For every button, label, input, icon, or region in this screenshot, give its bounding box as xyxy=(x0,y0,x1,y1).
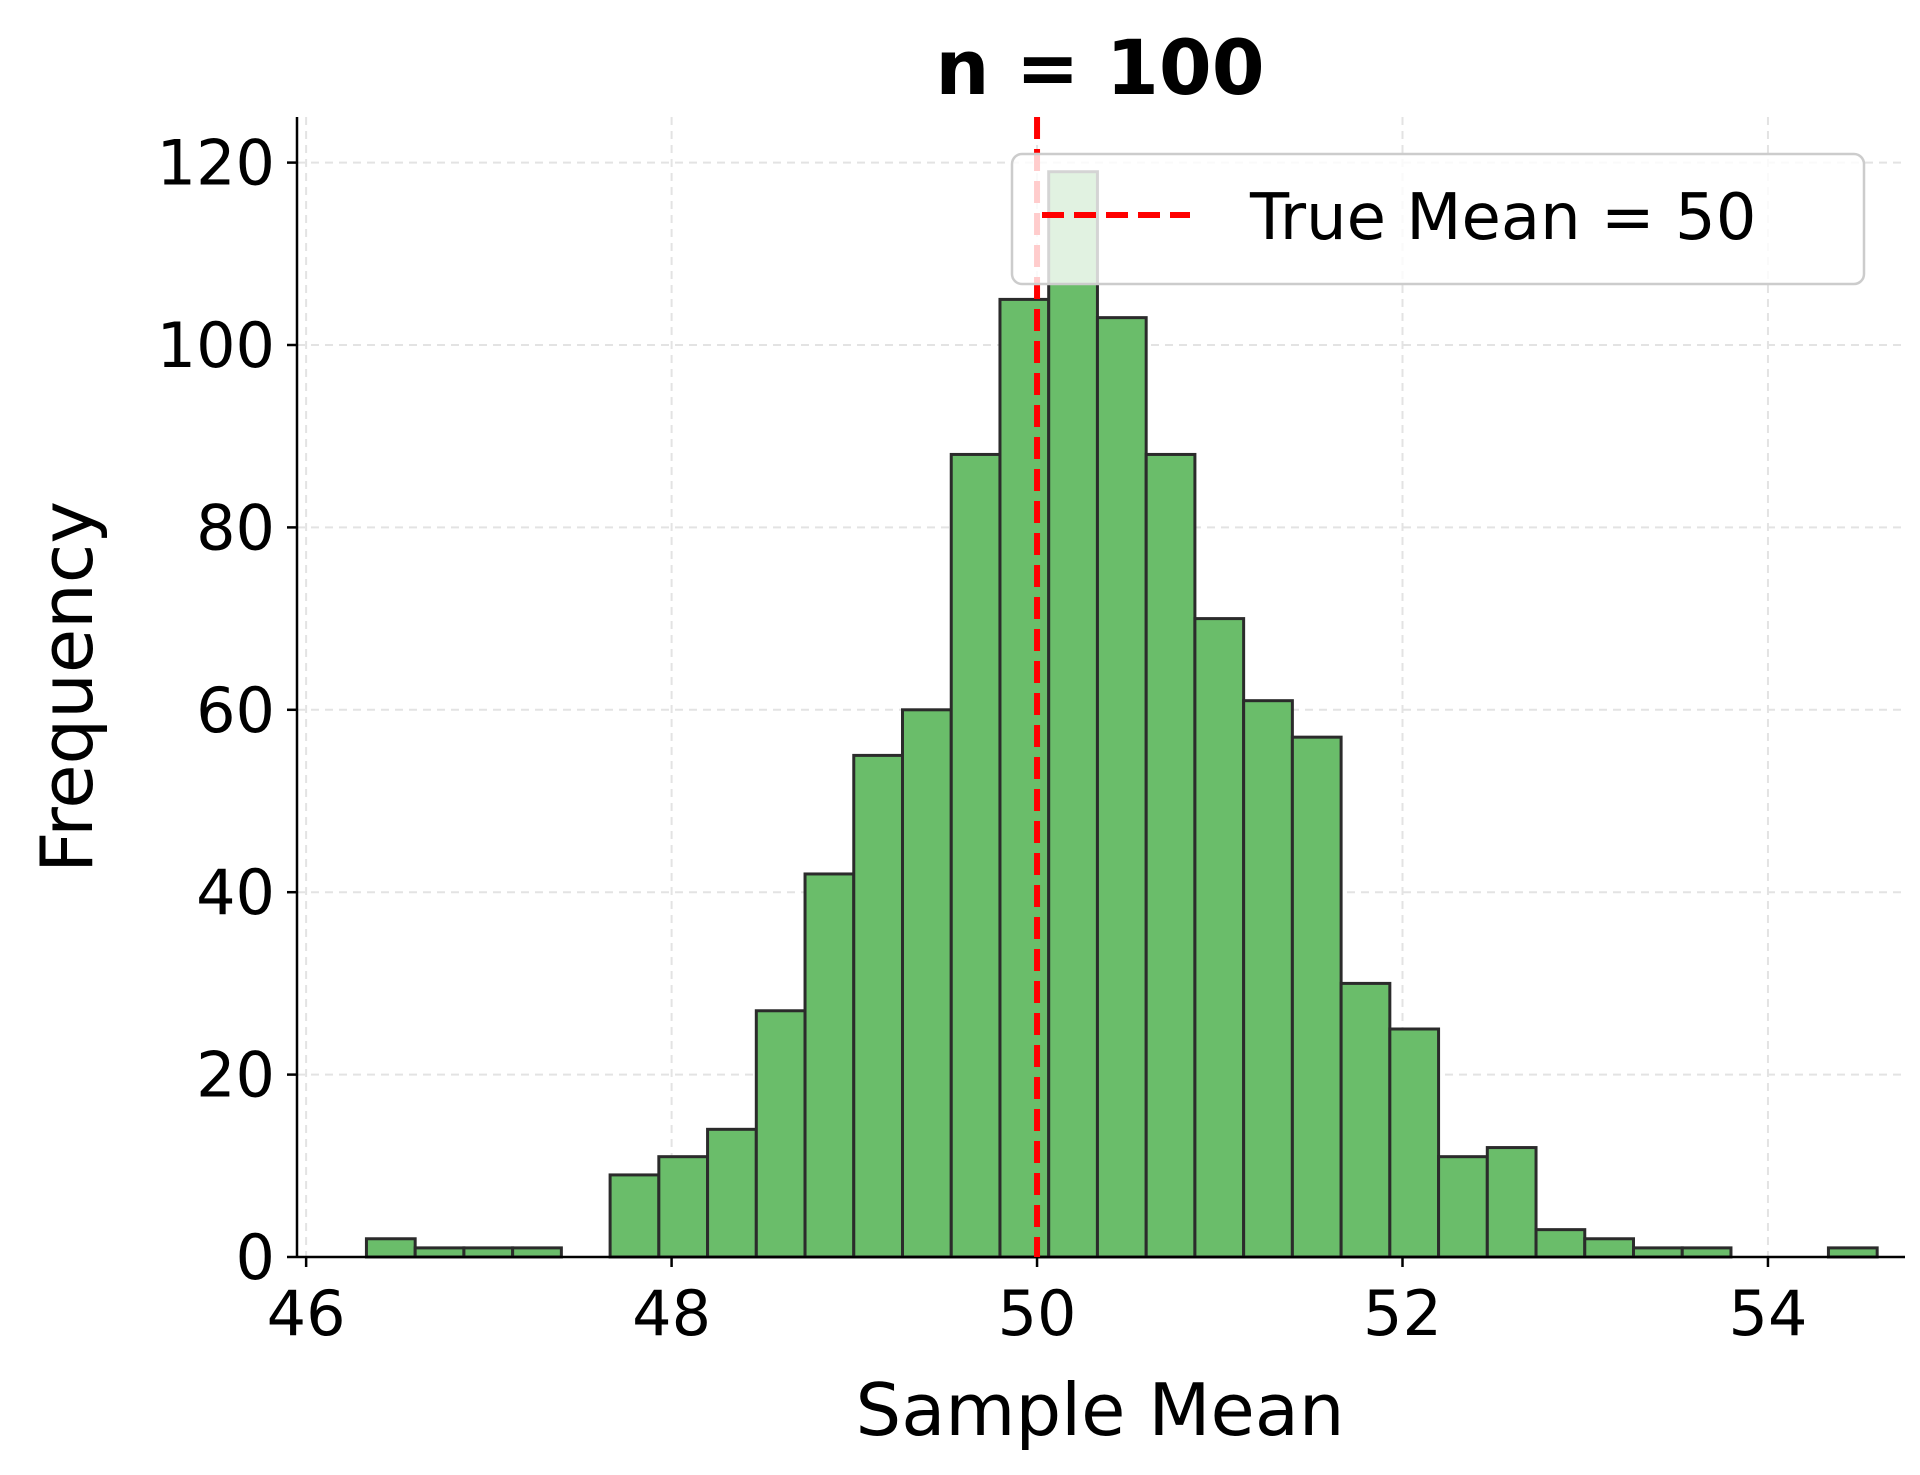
histogram-bar xyxy=(657,1155,710,1259)
histogram-bar xyxy=(1437,1155,1489,1259)
y-tick-label: 80 xyxy=(196,491,275,564)
histogram-bar xyxy=(1485,1146,1538,1259)
histogram-bar xyxy=(998,297,1051,1259)
histogram-bar xyxy=(803,872,856,1259)
axes xyxy=(295,117,1905,1259)
y-axis-label: Frequency xyxy=(25,501,109,873)
x-tick-label: 54 xyxy=(1729,1277,1808,1350)
histogram-bar xyxy=(901,708,953,1259)
histogram-bar xyxy=(949,452,1002,1259)
histogram-bar xyxy=(852,753,905,1259)
legend: True Mean = 50 xyxy=(1010,152,1866,286)
histogram-bar xyxy=(1388,1027,1441,1259)
histogram-bar xyxy=(1632,1246,1684,1259)
chart-title: n = 100 xyxy=(935,23,1264,112)
y-tick-label: 100 xyxy=(157,309,275,382)
histogram-bar xyxy=(1534,1228,1587,1259)
histogram-bar xyxy=(1095,316,1148,1259)
histogram-bar xyxy=(1290,735,1343,1259)
histogram-bar xyxy=(1242,699,1294,1259)
histogram-bar xyxy=(1680,1246,1733,1259)
x-tick-label: 50 xyxy=(998,1277,1077,1350)
histogram-bar xyxy=(511,1246,563,1259)
histogram-bar xyxy=(608,1173,661,1259)
histogram-bar xyxy=(1826,1246,1879,1259)
histogram-bar xyxy=(1144,452,1197,1259)
y-tick-label: 120 xyxy=(157,127,275,200)
histogram-bar xyxy=(1583,1237,1636,1259)
y-tick-label: 20 xyxy=(196,1039,275,1112)
x-tick-label: 48 xyxy=(632,1277,711,1350)
histogram-bar xyxy=(462,1246,515,1259)
y-tick-label: 0 xyxy=(236,1221,275,1294)
histogram-bar xyxy=(1193,617,1246,1259)
x-tick-label: 52 xyxy=(1363,1277,1442,1350)
histogram-bars xyxy=(364,170,1879,1259)
axis-ticks: 0 20 40 60 80 100 120 46 48 50 52 54 xyxy=(157,127,1808,1350)
histogram-bar xyxy=(754,1009,807,1259)
histogram-bar xyxy=(413,1246,466,1259)
x-tick-label: 46 xyxy=(267,1277,346,1350)
histogram-bar xyxy=(706,1127,758,1259)
x-axis-label: Sample Mean xyxy=(855,1368,1344,1452)
y-tick-label: 60 xyxy=(196,674,275,747)
histogram-bar xyxy=(364,1237,417,1259)
legend-box xyxy=(1010,152,1866,286)
histogram-bar xyxy=(1339,981,1392,1259)
histogram-bar xyxy=(1047,170,1099,1259)
y-tick-label: 40 xyxy=(196,856,275,929)
legend-label-true-mean: True Mean = 50 xyxy=(1249,181,1756,255)
